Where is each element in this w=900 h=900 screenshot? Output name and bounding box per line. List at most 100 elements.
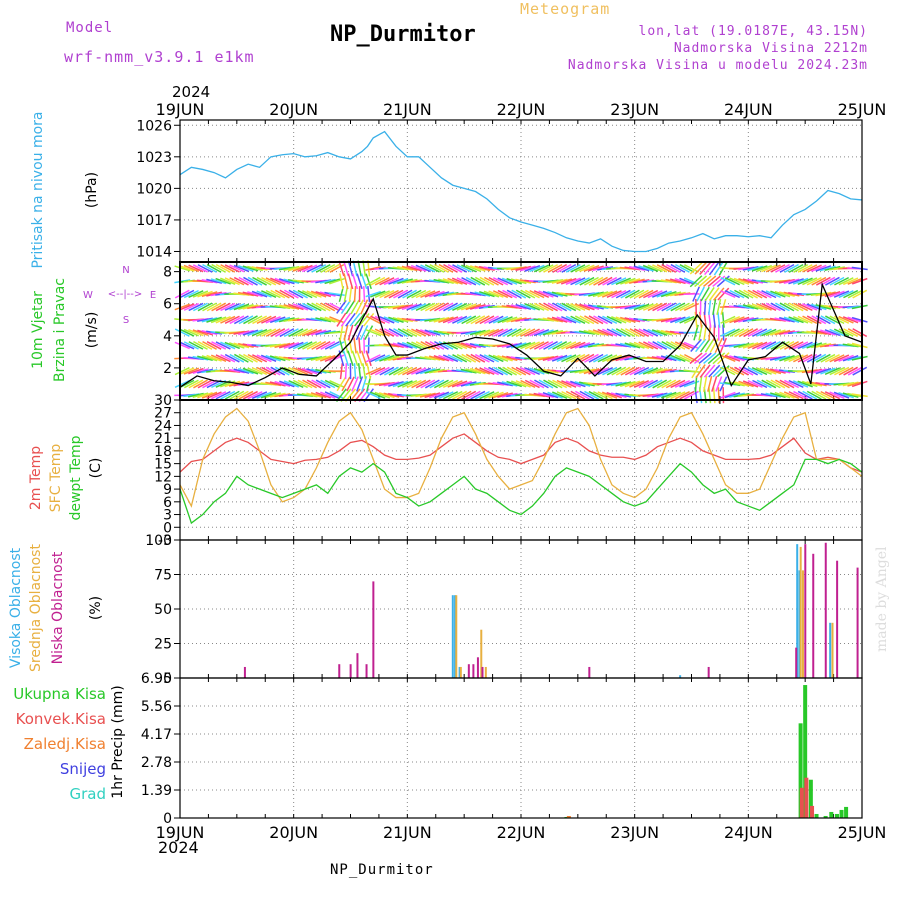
wind-arrow [269, 381, 286, 387]
pressure-panel: 1014 1017 1020 1023 1026 [136, 118, 863, 263]
wind-arrow [703, 275, 717, 288]
wind-arrow [638, 328, 654, 337]
wind-arrow [606, 328, 622, 337]
wind-arrow [624, 342, 641, 349]
wind-arrow [707, 376, 713, 392]
wind-arrow [815, 265, 832, 272]
wind-arrow [397, 304, 413, 310]
wind-arrow [756, 367, 772, 375]
wind-arrow [433, 316, 450, 323]
wind-arrow [716, 298, 722, 315]
wind-arrow [515, 366, 531, 376]
wind-arrow [242, 329, 259, 336]
wind-arrow [774, 317, 791, 323]
wind-arrow [428, 329, 445, 336]
wind-arrow [415, 328, 431, 337]
wind-arrow [501, 277, 518, 285]
wind-ytick-label: 2 [163, 361, 172, 377]
wind-arrow [297, 289, 313, 299]
wind-arrow [224, 390, 240, 400]
wind-arrow [265, 366, 281, 376]
wind-arrow [820, 367, 836, 375]
wind-arrow [519, 265, 536, 272]
wind-arrow [469, 329, 486, 336]
wind-arrow [345, 299, 356, 315]
wind-arrow [456, 380, 473, 388]
wind-arrow [674, 341, 690, 350]
wind-ylabel: 10m Vjetar [30, 291, 46, 369]
wind-arrow [420, 264, 436, 273]
wind-arrow [310, 392, 327, 399]
wind-arrow [261, 277, 277, 286]
wind-arrow [224, 353, 240, 363]
wind-arrow [379, 392, 395, 399]
wind-arrow [351, 273, 359, 290]
wind-arrow [470, 315, 486, 325]
wind-arrow [433, 391, 450, 399]
wind-arrow [206, 302, 222, 312]
wind-arrow [634, 328, 649, 337]
wind-arrow [802, 277, 818, 286]
wind-arrow [533, 367, 550, 375]
wind-arrow [597, 328, 613, 337]
wind-arrow [510, 380, 527, 388]
wind-arrow [297, 328, 313, 337]
wind-arrow [315, 290, 332, 298]
wind-arrow [792, 315, 809, 324]
wind-arrow [306, 264, 322, 273]
wind-arrow [288, 303, 304, 311]
wind-arrow [442, 278, 459, 285]
wind-arrow [775, 340, 790, 350]
wind-arrow [424, 355, 441, 361]
wind-arrow [238, 315, 254, 325]
wind-arrow [401, 303, 418, 311]
wind-arrow [761, 379, 777, 389]
date-label-top: 22JUN [497, 100, 546, 119]
wind-arrow [729, 355, 745, 362]
wind-arrow [695, 364, 706, 379]
wind-arrow [269, 343, 286, 348]
wind-arrow [551, 291, 568, 297]
wind-arrow [329, 379, 345, 388]
wind-arrow [779, 291, 795, 297]
wind-arrow [797, 380, 813, 388]
wind-arrow [674, 354, 691, 363]
wind-arrow [349, 312, 361, 327]
wind-arrow [700, 286, 710, 302]
wind-arrow [597, 290, 613, 298]
wind-arrow [469, 367, 486, 375]
wind-arrow [411, 328, 427, 337]
wind-arrow [542, 391, 559, 399]
wind-arrow [315, 379, 331, 389]
wind-arrow [829, 391, 845, 400]
wind-arrow [761, 302, 777, 312]
wind-arrow [761, 341, 777, 350]
wind-arrow [593, 353, 609, 363]
wind-arrow [838, 391, 854, 399]
wind-arrow [620, 328, 636, 338]
wind-arrow [670, 263, 686, 273]
wind-arrow [488, 366, 504, 376]
wind-arrow [629, 278, 645, 284]
wind-arrow [265, 316, 281, 324]
wind-arrow [665, 391, 682, 399]
wind-arrow [347, 260, 354, 277]
wind-arrow [643, 289, 659, 299]
wind-ytick-label: 4 [163, 329, 172, 345]
wind-arrow [343, 286, 349, 303]
wind-arrow [642, 328, 659, 337]
wind-arrow [547, 379, 563, 389]
wind-arrow [752, 379, 768, 389]
wind-arrow [379, 354, 395, 362]
wind-arrow [438, 263, 454, 273]
wind-arrow [324, 263, 340, 273]
wind-arrow [451, 341, 468, 350]
wind-arrow [847, 366, 863, 376]
wind-arrow [797, 354, 813, 363]
wind-arrow [806, 390, 822, 400]
wind-arrow [283, 328, 299, 338]
wind-arrow [611, 289, 627, 299]
wind-arrow [224, 302, 240, 311]
wind-arrow [256, 366, 272, 376]
